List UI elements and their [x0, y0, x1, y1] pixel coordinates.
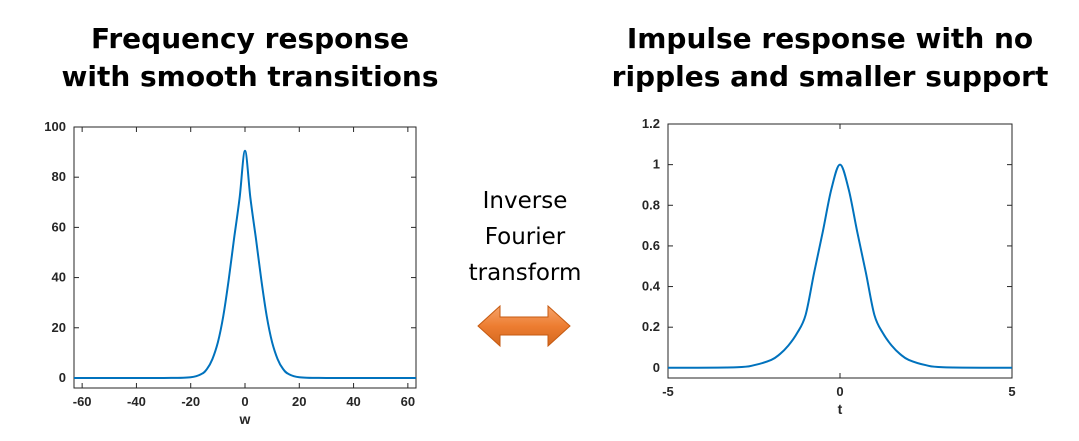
transform-label-line3: transform: [468, 260, 582, 286]
y-tick-label: 0: [59, 370, 66, 385]
y-tick-label: 0.8: [642, 197, 660, 212]
transform-label-line2: Fourier: [484, 224, 566, 250]
x-tick-label: 20: [292, 394, 306, 409]
y-tick-label: 20: [52, 320, 66, 335]
x-tick-label: 60: [401, 394, 415, 409]
y-tick-label: 0.2: [642, 319, 660, 334]
x-tick-label: 40: [346, 394, 360, 409]
x-tick-label: 0: [241, 394, 248, 409]
y-tick-label: 1.2: [642, 116, 660, 131]
series-line: [667, 163, 1013, 369]
y-tick-label: 100: [44, 119, 66, 134]
y-tick-label: 0: [653, 360, 660, 375]
left-title-line2: with smooth transitions: [61, 60, 439, 93]
x-tick-label: -20: [181, 394, 200, 409]
axes-box: [667, 123, 1013, 379]
x-tick-label: -60: [73, 394, 92, 409]
right-title-line2: ripples and smaller support: [611, 60, 1049, 93]
x-tick-label: -5: [662, 384, 674, 399]
transform-label-line1: Inverse: [482, 188, 568, 214]
y-tick-label: 1: [653, 157, 660, 172]
right-panel-title: Impulse response with no ripples and sma…: [610, 20, 1050, 96]
y-tick-label: 0.6: [642, 238, 660, 253]
y-tick-label: 80: [52, 169, 66, 184]
y-tick-label: 0.4: [642, 279, 661, 294]
y-tick-label: 60: [52, 219, 66, 234]
x-axis-label: w: [239, 411, 251, 427]
x-tick-label: 5: [1008, 384, 1015, 399]
x-tick-label: -40: [127, 394, 146, 409]
y-tick-label: 40: [52, 270, 66, 285]
x-axis-label: t: [838, 401, 843, 417]
left-title-line1: Frequency response: [91, 22, 409, 55]
axes-box: [73, 126, 417, 389]
right-title-line1: Impulse response with no: [626, 22, 1034, 55]
double-headed-arrow-icon: [477, 304, 571, 348]
left-panel-title: Frequency response with smooth transitio…: [40, 20, 460, 96]
impulse-response-chart: -5 0 500.20.40.60.811.2t: [642, 116, 1016, 417]
transform-label: Inverse Fourier transform: [445, 183, 605, 291]
x-tick-label: 0: [836, 384, 843, 399]
series-line: [73, 149, 417, 380]
frequency-response-chart: -60 -40 -20 0 20 40 60 0 20 40 60 80 100 w: [44, 119, 417, 427]
